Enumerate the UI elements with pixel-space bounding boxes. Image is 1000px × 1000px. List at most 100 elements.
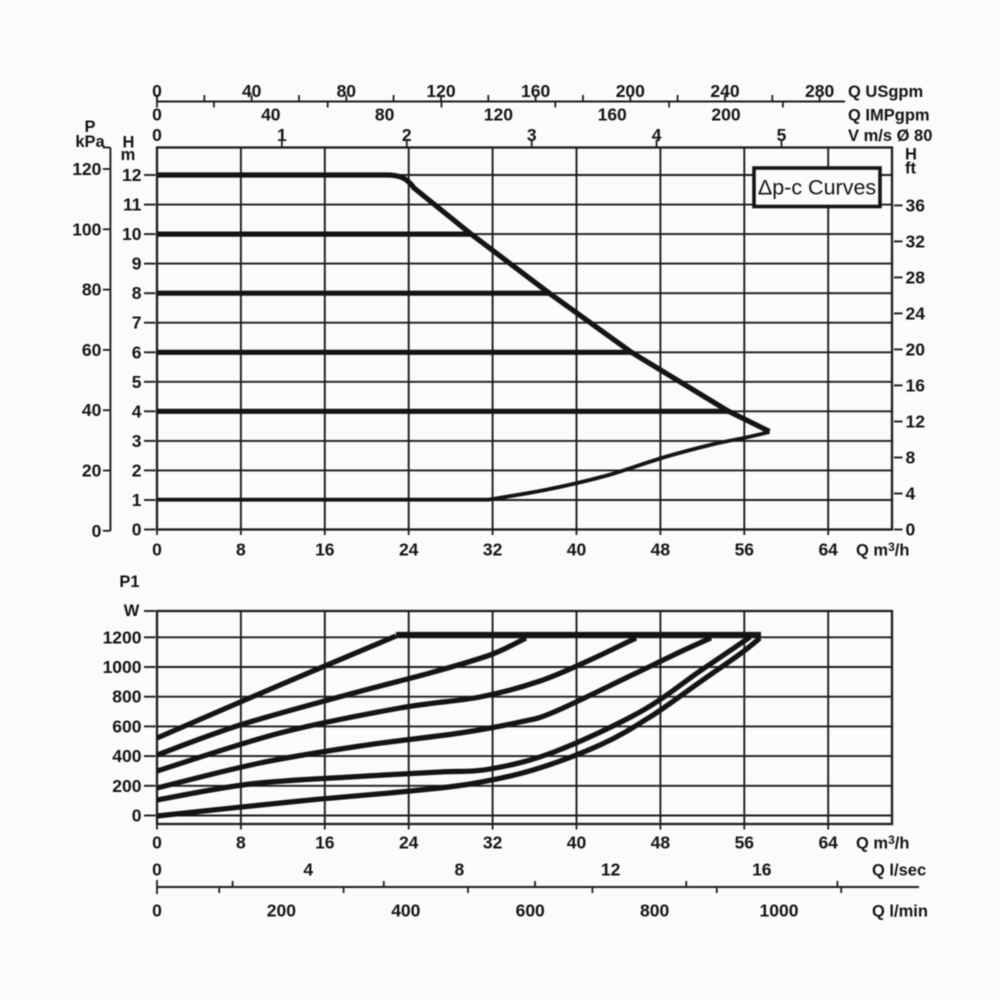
svg-text:48: 48 [651, 833, 671, 853]
svg-text:80: 80 [337, 81, 357, 101]
svg-text:0: 0 [152, 860, 162, 880]
svg-text:200: 200 [711, 105, 740, 125]
svg-text:m: m [121, 146, 136, 164]
svg-text:48: 48 [651, 540, 671, 560]
svg-text:40: 40 [82, 400, 102, 420]
svg-text:6: 6 [132, 342, 142, 362]
svg-text:80: 80 [375, 105, 395, 125]
svg-text:16: 16 [315, 540, 335, 560]
svg-text:0: 0 [152, 901, 162, 921]
svg-text:32: 32 [906, 231, 926, 251]
svg-text:16: 16 [752, 860, 772, 880]
svg-text:40: 40 [242, 81, 262, 101]
svg-text:V m/s Ø 80: V m/s Ø 80 [848, 127, 932, 145]
svg-text:160: 160 [598, 105, 627, 125]
svg-text:0: 0 [152, 833, 162, 853]
svg-text:1200: 1200 [103, 627, 142, 647]
svg-text:4: 4 [132, 401, 142, 421]
svg-text:Δp-c Curves: Δp-c Curves [758, 176, 876, 200]
svg-text:24: 24 [399, 540, 419, 560]
svg-text:200: 200 [267, 901, 296, 921]
svg-text:800: 800 [640, 901, 669, 921]
svg-text:12: 12 [601, 860, 621, 880]
svg-text:100: 100 [72, 219, 101, 239]
svg-text:40: 40 [567, 833, 587, 853]
svg-text:P: P [84, 118, 95, 136]
svg-text:32: 32 [483, 833, 503, 853]
svg-text:3: 3 [527, 125, 537, 145]
svg-text:8: 8 [132, 283, 142, 303]
svg-text:Q USgpm: Q USgpm [848, 83, 923, 101]
svg-text:11: 11 [123, 195, 142, 215]
svg-text:3: 3 [132, 431, 142, 451]
svg-text:120: 120 [426, 81, 455, 101]
svg-text:120: 120 [72, 159, 101, 179]
svg-text:5: 5 [132, 372, 142, 392]
svg-text:ft: ft [905, 160, 916, 178]
svg-text:0: 0 [152, 540, 162, 560]
svg-text:28: 28 [906, 267, 926, 287]
svg-text:400: 400 [391, 901, 420, 921]
svg-text:8: 8 [236, 833, 246, 853]
svg-text:56: 56 [735, 833, 755, 853]
svg-text:0: 0 [152, 125, 162, 145]
svg-text:kPa: kPa [75, 133, 105, 151]
svg-text:1000: 1000 [760, 901, 799, 921]
svg-text:H: H [123, 134, 135, 152]
svg-text:56: 56 [735, 540, 755, 560]
svg-text:0: 0 [152, 105, 162, 125]
svg-text:4: 4 [906, 484, 916, 504]
svg-text:16: 16 [315, 833, 335, 853]
svg-text:36: 36 [906, 195, 926, 215]
svg-text:64: 64 [818, 833, 838, 853]
svg-text:1: 1 [277, 125, 287, 145]
svg-text:12: 12 [906, 412, 926, 432]
svg-text:20: 20 [906, 339, 926, 359]
svg-text:4: 4 [303, 860, 313, 880]
svg-text:Q IMPgpm: Q IMPgpm [848, 107, 930, 125]
svg-text:600: 600 [112, 716, 141, 736]
svg-text:240: 240 [710, 81, 739, 101]
svg-text:0: 0 [132, 520, 142, 540]
svg-text:32: 32 [483, 540, 503, 560]
svg-text:1000: 1000 [103, 657, 142, 677]
svg-text:9: 9 [132, 254, 142, 274]
svg-text:0: 0 [132, 806, 142, 826]
svg-text:4: 4 [652, 125, 662, 145]
svg-text:280: 280 [805, 81, 834, 101]
svg-text:16: 16 [906, 375, 926, 395]
svg-text:10: 10 [122, 224, 142, 244]
svg-text:60: 60 [82, 340, 102, 360]
svg-text:Q l/min: Q l/min [872, 903, 928, 921]
svg-text:5: 5 [777, 125, 787, 145]
svg-text:400: 400 [112, 746, 141, 766]
svg-text:7: 7 [132, 313, 142, 333]
svg-text:40: 40 [567, 540, 587, 560]
svg-text:200: 200 [616, 81, 645, 101]
svg-text:24: 24 [399, 833, 419, 853]
svg-text:40: 40 [261, 105, 281, 125]
svg-text:Q m3/h: Q m3/h [856, 833, 909, 853]
svg-text:80: 80 [82, 280, 102, 300]
svg-text:600: 600 [516, 901, 545, 921]
svg-text:2: 2 [402, 125, 412, 145]
svg-text:P1: P1 [119, 573, 139, 591]
svg-text:800: 800 [112, 687, 141, 707]
svg-text:0: 0 [906, 520, 916, 540]
svg-text:Q m3/h: Q m3/h [856, 540, 909, 560]
svg-text:20: 20 [82, 461, 102, 481]
svg-text:0: 0 [152, 81, 162, 101]
svg-text:160: 160 [521, 81, 550, 101]
svg-text:200: 200 [112, 776, 141, 796]
svg-text:2: 2 [132, 460, 142, 480]
svg-text:8: 8 [906, 448, 916, 468]
svg-text:0: 0 [92, 521, 102, 541]
svg-text:H: H [905, 146, 917, 164]
svg-text:W: W [124, 602, 140, 620]
svg-text:1: 1 [132, 490, 142, 510]
svg-text:120: 120 [484, 105, 513, 125]
svg-text:24: 24 [906, 303, 926, 323]
svg-text:8: 8 [236, 540, 246, 560]
svg-text:12: 12 [122, 165, 142, 185]
svg-text:64: 64 [818, 540, 838, 560]
